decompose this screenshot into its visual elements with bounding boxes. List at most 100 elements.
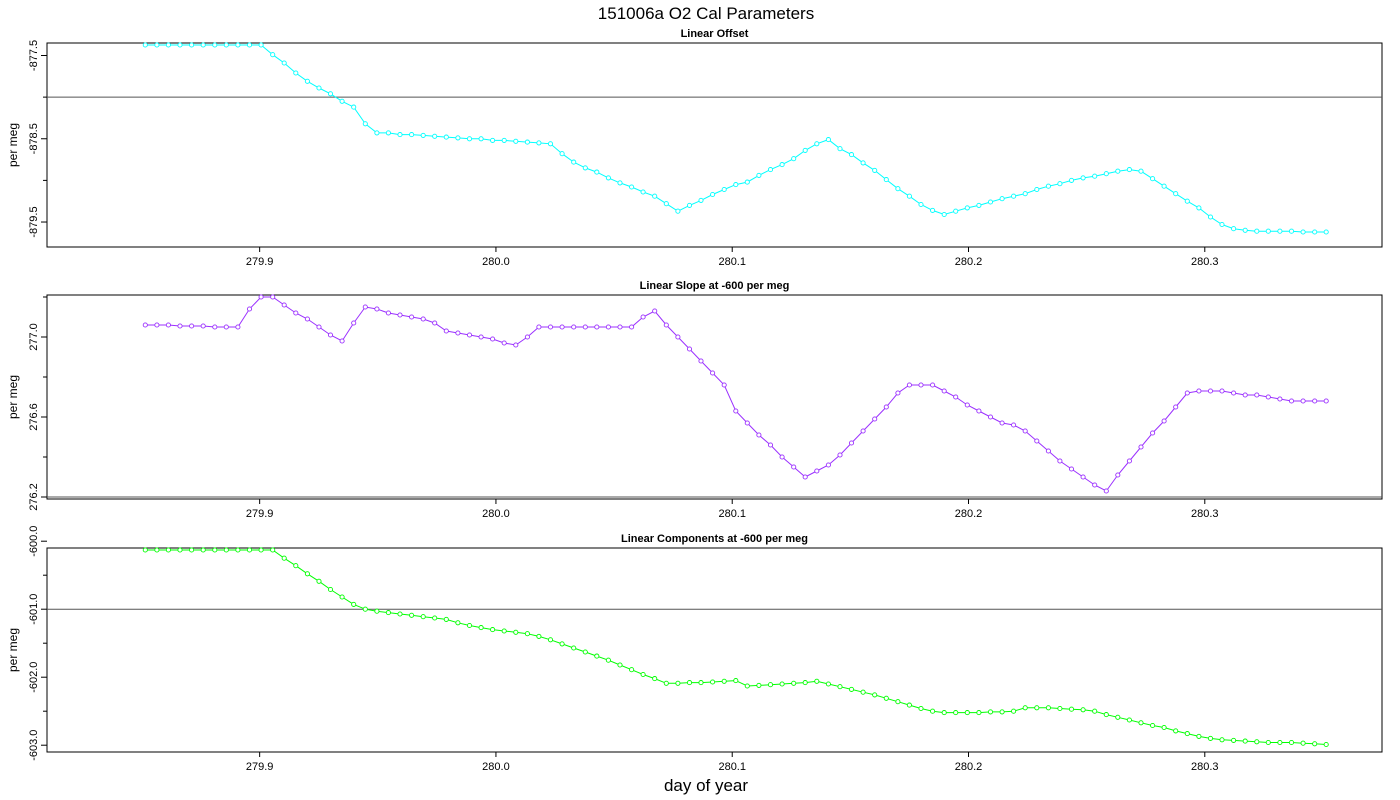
data-point <box>582 649 588 655</box>
data-point <box>1254 739 1260 745</box>
data-point <box>420 316 426 322</box>
data-point <box>304 571 310 577</box>
y-tick-label: 276.2 <box>28 483 40 511</box>
data-point <box>397 611 403 617</box>
data-point <box>1254 392 1260 398</box>
plot-frame <box>46 294 1383 500</box>
data-point <box>513 342 519 348</box>
data-point <box>605 324 611 330</box>
x-tick-label: 280.3 <box>1191 256 1219 268</box>
data-point <box>212 324 218 330</box>
data-point <box>918 201 924 208</box>
data-point <box>1150 722 1156 729</box>
data-point <box>964 205 970 211</box>
data-point <box>1196 733 1202 739</box>
data-point <box>848 152 855 158</box>
data-point <box>652 676 658 682</box>
data-point <box>1207 388 1214 394</box>
data-point <box>733 182 739 188</box>
data-point <box>744 420 750 426</box>
data-point <box>1092 173 1098 179</box>
data-point <box>756 172 762 178</box>
data-point <box>767 442 774 448</box>
data-point <box>200 547 206 553</box>
data-point <box>154 42 160 48</box>
data-point <box>710 679 716 685</box>
data-point <box>1323 398 1329 404</box>
y-tick-label: -602.0 <box>28 662 40 693</box>
data-point <box>1231 390 1237 396</box>
data-point <box>872 167 878 173</box>
data-point <box>1184 731 1190 737</box>
data-point <box>304 316 310 322</box>
x-tick-label: 279.9 <box>246 508 274 520</box>
data-point <box>1312 398 1318 404</box>
data-point <box>930 207 936 213</box>
data-point <box>385 130 391 136</box>
data-point <box>640 314 646 320</box>
data-point <box>316 85 322 91</box>
data-point <box>1080 175 1086 181</box>
data-point <box>1022 428 1028 434</box>
panel-title: Linear Offset <box>681 28 749 40</box>
data-point <box>420 614 426 620</box>
data-point <box>1277 228 1283 234</box>
data-point <box>710 191 716 198</box>
data-point <box>964 402 970 408</box>
data-point <box>327 332 334 338</box>
data-point <box>1045 448 1051 454</box>
data-point <box>547 141 554 147</box>
data-point <box>802 474 808 480</box>
data-point <box>1034 705 1040 711</box>
data-point <box>258 42 264 48</box>
data-point <box>617 662 623 668</box>
data-point <box>791 156 797 162</box>
data-point <box>883 404 889 410</box>
data-point <box>629 184 635 190</box>
x-tick-label: 280.0 <box>482 761 510 773</box>
data-point <box>362 121 368 127</box>
x-tick-label: 280.3 <box>1191 508 1219 520</box>
data-point <box>964 710 970 716</box>
data-point <box>223 547 229 553</box>
data-point <box>629 324 635 330</box>
data-point <box>258 547 264 553</box>
x-tick-label: 280.1 <box>718 256 746 268</box>
y-tick-label: -879.5 <box>28 206 40 237</box>
data-point <box>733 678 739 684</box>
data-point <box>1300 398 1306 404</box>
data-point <box>223 42 229 48</box>
data-point <box>1219 737 1225 743</box>
data-point <box>490 137 496 143</box>
data-point <box>478 136 484 142</box>
data-point <box>420 132 426 138</box>
data-point <box>339 338 345 344</box>
data-point <box>1103 171 1109 177</box>
data-point <box>1068 177 1075 183</box>
data-point <box>1011 422 1017 428</box>
data-point <box>1288 739 1295 746</box>
data-point <box>165 42 171 48</box>
data-point <box>200 323 206 329</box>
data-point <box>640 189 646 195</box>
data-point <box>397 312 403 318</box>
data-point <box>339 98 345 104</box>
series-line <box>145 296 1327 492</box>
data-point <box>1068 706 1075 712</box>
data-point <box>1045 183 1051 189</box>
data-point <box>1115 472 1121 478</box>
data-point <box>872 416 878 422</box>
data-point <box>362 606 368 612</box>
data-point <box>1103 712 1109 718</box>
data-point <box>987 414 994 420</box>
data-point <box>501 628 507 634</box>
data-point <box>316 578 322 584</box>
data-point <box>536 140 542 146</box>
x-tick-label: 280.1 <box>718 761 746 773</box>
data-point <box>1184 198 1190 204</box>
data-point <box>1150 430 1156 436</box>
data-point <box>698 358 704 364</box>
data-point <box>455 330 461 336</box>
data-point <box>1254 228 1260 234</box>
